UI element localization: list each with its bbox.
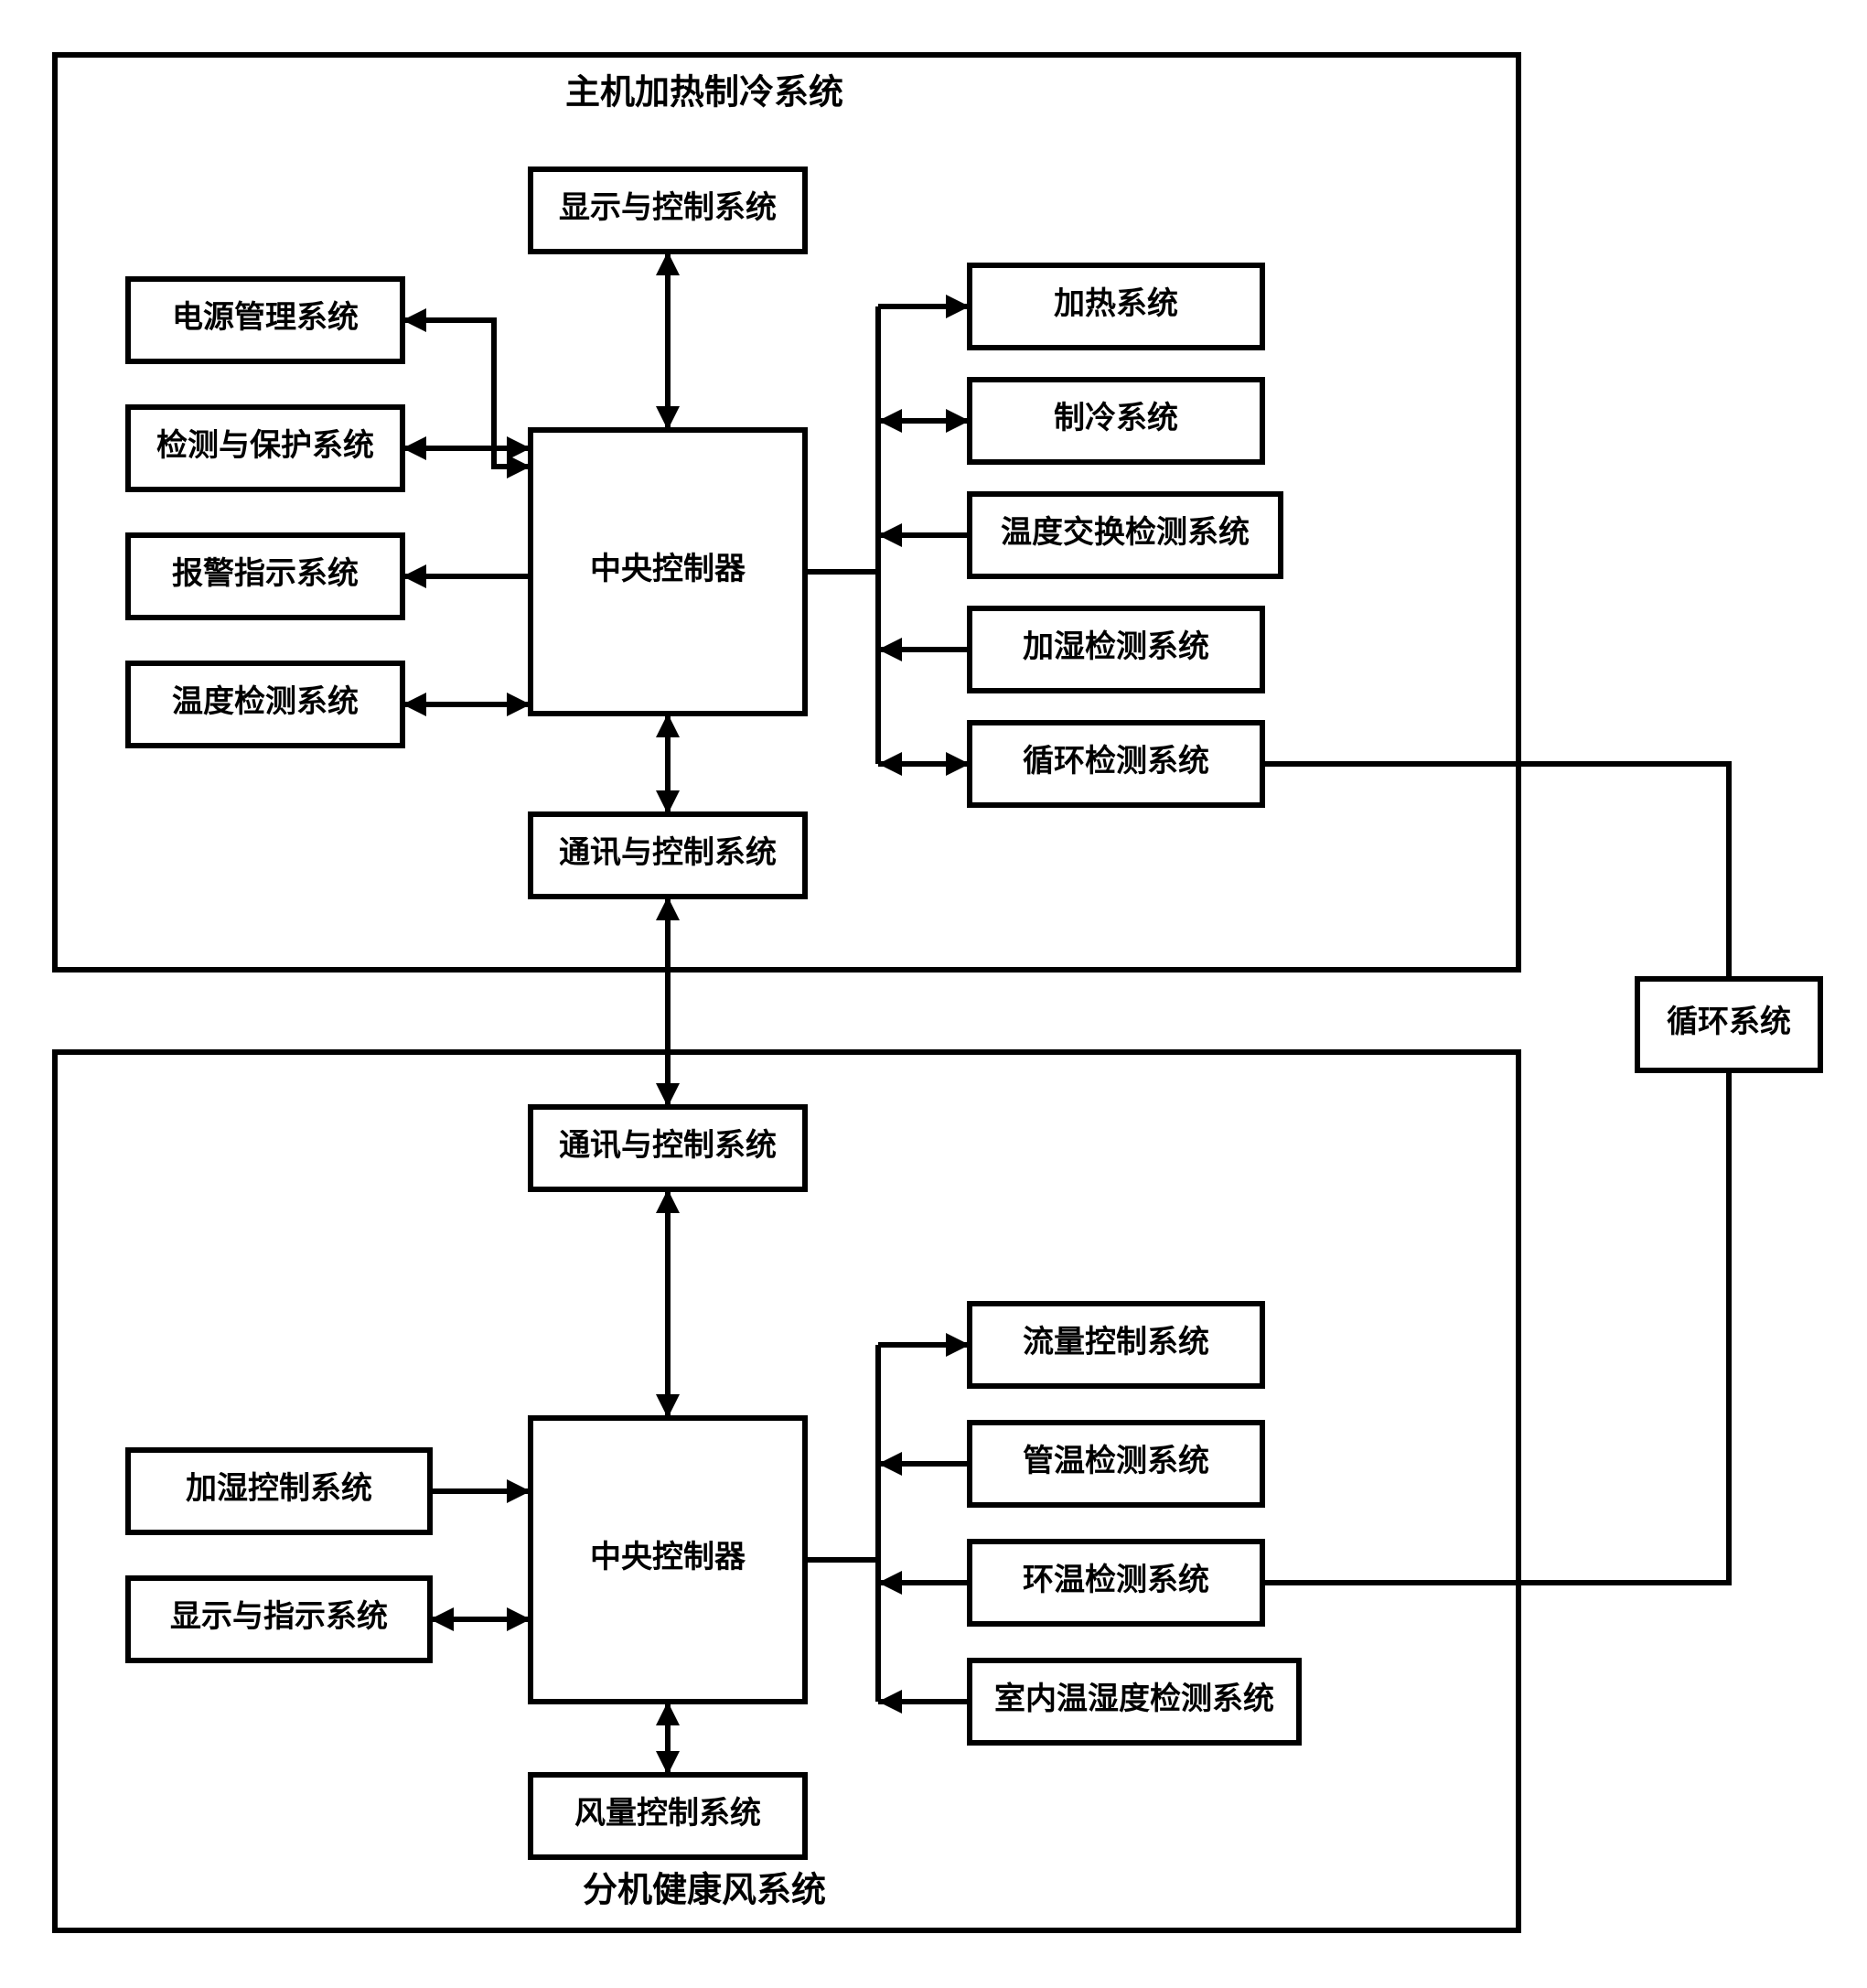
diagram-canvas: 主机加热制冷系统分机健康风系统中央控制器中央控制器显示与控制系统通讯与控制系统电… [0,0,1867,1988]
top-left-0-label: 电源管理系统 [172,300,359,335]
top-right-2-label: 温度交换检测系统 [1001,514,1250,550]
section-title: 分机健康风系统 [583,1871,826,1910]
circulation-system-label: 循环系统 [1667,1005,1791,1039]
bot-right-0-label: 流量控制系统 [1023,1325,1209,1359]
top-left-1-label: 检测与保护系统 [156,427,374,463]
bot-right-1-label: 管温检测系统 [1023,1443,1209,1478]
top-right-0-label: 加热系统 [1054,286,1178,321]
top-right-4-label: 循环检测系统 [1023,743,1209,779]
central-controller-bot-label: 中央控制器 [590,1540,746,1574]
top-left-3-label: 温度检测系统 [172,683,359,719]
bot-right-2-label: 环温检测系统 [1023,1562,1209,1597]
top-right-1-label: 制冷系统 [1054,401,1178,435]
top-right-3-label: 加湿检测系统 [1023,629,1209,664]
bot-right-3-label: 室内温湿度检测系统 [994,1681,1274,1716]
display-control-system-label: 显示与控制系统 [559,190,777,225]
comm-control-bot-label: 通讯与控制系统 [559,1128,777,1163]
central-controller-top-label: 中央控制器 [590,552,746,586]
bot-left-0-label: 加湿控制系统 [186,1471,372,1506]
section-title: 主机加热制冷系统 [565,74,843,113]
comm-control-top-label: 通讯与控制系统 [559,835,777,870]
airflow-control-label: 风量控制系统 [574,1796,761,1831]
top-left-2-label: 报警指示系统 [172,556,359,591]
bot-left-1-label: 显示与指示系统 [170,1599,388,1634]
